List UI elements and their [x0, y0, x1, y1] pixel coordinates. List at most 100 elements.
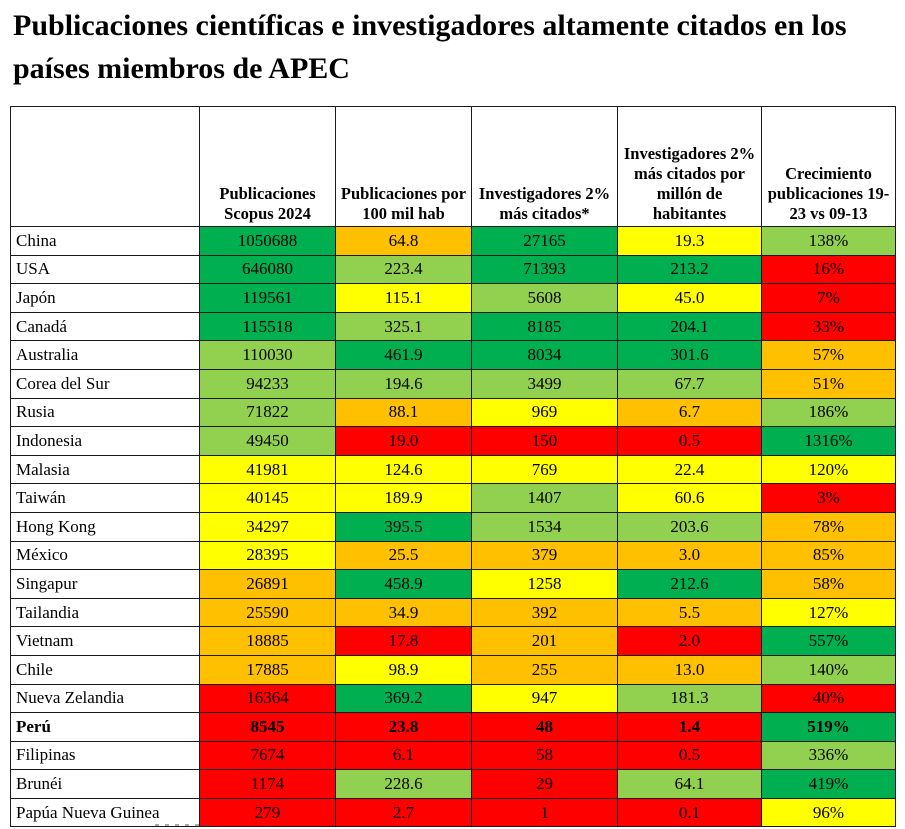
- table-body: China 1050688 64.8 27165 19.3 138% USA 646080 22…: [10, 226, 896, 828]
- country-cell: Tailandia: [10, 597, 200, 628]
- value-cell: 458.9: [335, 569, 472, 599]
- value-cell: 124.6: [335, 454, 472, 485]
- table-row: Malasia 41981 124.6 769 22.4 120%: [10, 454, 896, 485]
- table-row: Canadá 115518 325.1 8185 204.1 33%: [10, 311, 896, 342]
- value-cell: 96%: [761, 797, 896, 828]
- value-cell: 85%: [761, 540, 896, 571]
- value-cell: 110030: [199, 340, 336, 370]
- value-cell: 119561: [199, 283, 336, 313]
- value-cell: 138%: [761, 226, 896, 256]
- data-table: Publicaciones Scopus 2024 Publicaciones …: [10, 106, 896, 828]
- country-cell: Rusia: [10, 397, 200, 428]
- value-cell: 557%: [761, 626, 896, 656]
- value-cell: 3.0: [617, 540, 762, 571]
- value-cell: 201: [471, 626, 618, 656]
- value-cell: 71393: [471, 254, 618, 285]
- table-row: Hong Kong 34297 395.5 1534 203.6 78%: [10, 511, 896, 542]
- value-cell: 33%: [761, 311, 896, 342]
- value-cell: 45.0: [617, 283, 762, 313]
- table-row: Chile 17885 98.9 255 13.0 140%: [10, 654, 896, 685]
- value-cell: 71822: [199, 397, 336, 428]
- value-cell: 23.8: [335, 712, 472, 742]
- table-row: USA 646080 223.4 71393 213.2 16%: [10, 254, 896, 285]
- value-cell: 1: [471, 797, 618, 828]
- table-row: Papúa Nueva Guinea 279 2.7 1 0.1 96%: [10, 797, 896, 828]
- value-cell: 6.7: [617, 397, 762, 428]
- value-cell: 0.1: [617, 797, 762, 828]
- value-cell: 1174: [199, 769, 336, 799]
- table-row: Taiwán 40145 189.9 1407 60.6 3%: [10, 483, 896, 513]
- value-cell: 181.3: [617, 683, 762, 714]
- value-cell: 1258: [471, 569, 618, 599]
- value-cell: 8545: [199, 712, 336, 742]
- country-cell: Perú: [10, 712, 200, 742]
- table-row: Filipinas 7674 6.1 58 0.5 336%: [10, 740, 896, 771]
- value-cell: 186%: [761, 397, 896, 428]
- country-cell: Australia: [10, 340, 200, 370]
- table-row: Nueva Zelandia 16364 369.2 947 181.3 40%: [10, 683, 896, 714]
- value-cell: 25590: [199, 597, 336, 628]
- value-cell: 947: [471, 683, 618, 714]
- value-cell: 16364: [199, 683, 336, 714]
- value-cell: 51%: [761, 368, 896, 399]
- value-cell: 336%: [761, 740, 896, 771]
- value-cell: 2.0: [617, 626, 762, 656]
- value-cell: 0.5: [617, 426, 762, 456]
- value-cell: 646080: [199, 254, 336, 285]
- country-cell: Malasia: [10, 454, 200, 485]
- country-cell: Papúa Nueva Guinea: [10, 797, 200, 828]
- column-header-country: [10, 106, 200, 227]
- value-cell: 519%: [761, 712, 896, 742]
- value-cell: 212.6: [617, 569, 762, 599]
- country-cell: Japón: [10, 283, 200, 313]
- value-cell: 203.6: [617, 511, 762, 542]
- value-cell: 3%: [761, 483, 896, 513]
- value-cell: 228.6: [335, 769, 472, 799]
- value-cell: 204.1: [617, 311, 762, 342]
- table-row: Rusia 71822 88.1 969 6.7 186%: [10, 397, 896, 428]
- value-cell: 301.6: [617, 340, 762, 370]
- value-cell: 98.9: [335, 654, 472, 685]
- country-cell: Taiwán: [10, 483, 200, 513]
- table-row: Brunéi 1174 228.6 29 64.1 419%: [10, 769, 896, 799]
- value-cell: 48: [471, 712, 618, 742]
- value-cell: 1.4: [617, 712, 762, 742]
- value-cell: 18885: [199, 626, 336, 656]
- value-cell: 8034: [471, 340, 618, 370]
- country-cell: Singapur: [10, 569, 200, 599]
- column-header-growth: Crecimiento publicaciones 19-23 vs 09-13: [761, 106, 896, 227]
- header-row: Publicaciones Scopus 2024 Publicaciones …: [10, 106, 896, 227]
- value-cell: 34297: [199, 511, 336, 542]
- value-cell: 19.0: [335, 426, 472, 456]
- value-cell: 279: [199, 797, 336, 828]
- column-header-researchers-per-million: Investigadores 2% más citados por millón…: [617, 106, 762, 227]
- country-cell: Chile: [10, 654, 200, 685]
- country-cell: Hong Kong: [10, 511, 200, 542]
- value-cell: 88.1: [335, 397, 472, 428]
- value-cell: 5608: [471, 283, 618, 313]
- value-cell: 27165: [471, 226, 618, 256]
- value-cell: 17885: [199, 654, 336, 685]
- value-cell: 969: [471, 397, 618, 428]
- table-row: México 28395 25.5 379 3.0 85%: [10, 540, 896, 571]
- value-cell: 1534: [471, 511, 618, 542]
- value-cell: 58%: [761, 569, 896, 599]
- table-row: China 1050688 64.8 27165 19.3 138%: [10, 226, 896, 256]
- value-cell: 769: [471, 454, 618, 485]
- value-cell: 7674: [199, 740, 336, 771]
- value-cell: 60.6: [617, 483, 762, 513]
- value-cell: 127%: [761, 597, 896, 628]
- value-cell: 94233: [199, 368, 336, 399]
- value-cell: 22.4: [617, 454, 762, 485]
- country-cell: China: [10, 226, 200, 256]
- table-row: Perú 8545 23.8 48 1.4 519%: [10, 712, 896, 742]
- value-cell: 26891: [199, 569, 336, 599]
- value-cell: 2.7: [335, 797, 472, 828]
- country-cell: Canadá: [10, 311, 200, 342]
- value-cell: 17.8: [335, 626, 472, 656]
- value-cell: 120%: [761, 454, 896, 485]
- value-cell: 28395: [199, 540, 336, 571]
- value-cell: 78%: [761, 511, 896, 542]
- table-row: Japón 119561 115.1 5608 45.0 7%: [10, 283, 896, 313]
- value-cell: 1407: [471, 483, 618, 513]
